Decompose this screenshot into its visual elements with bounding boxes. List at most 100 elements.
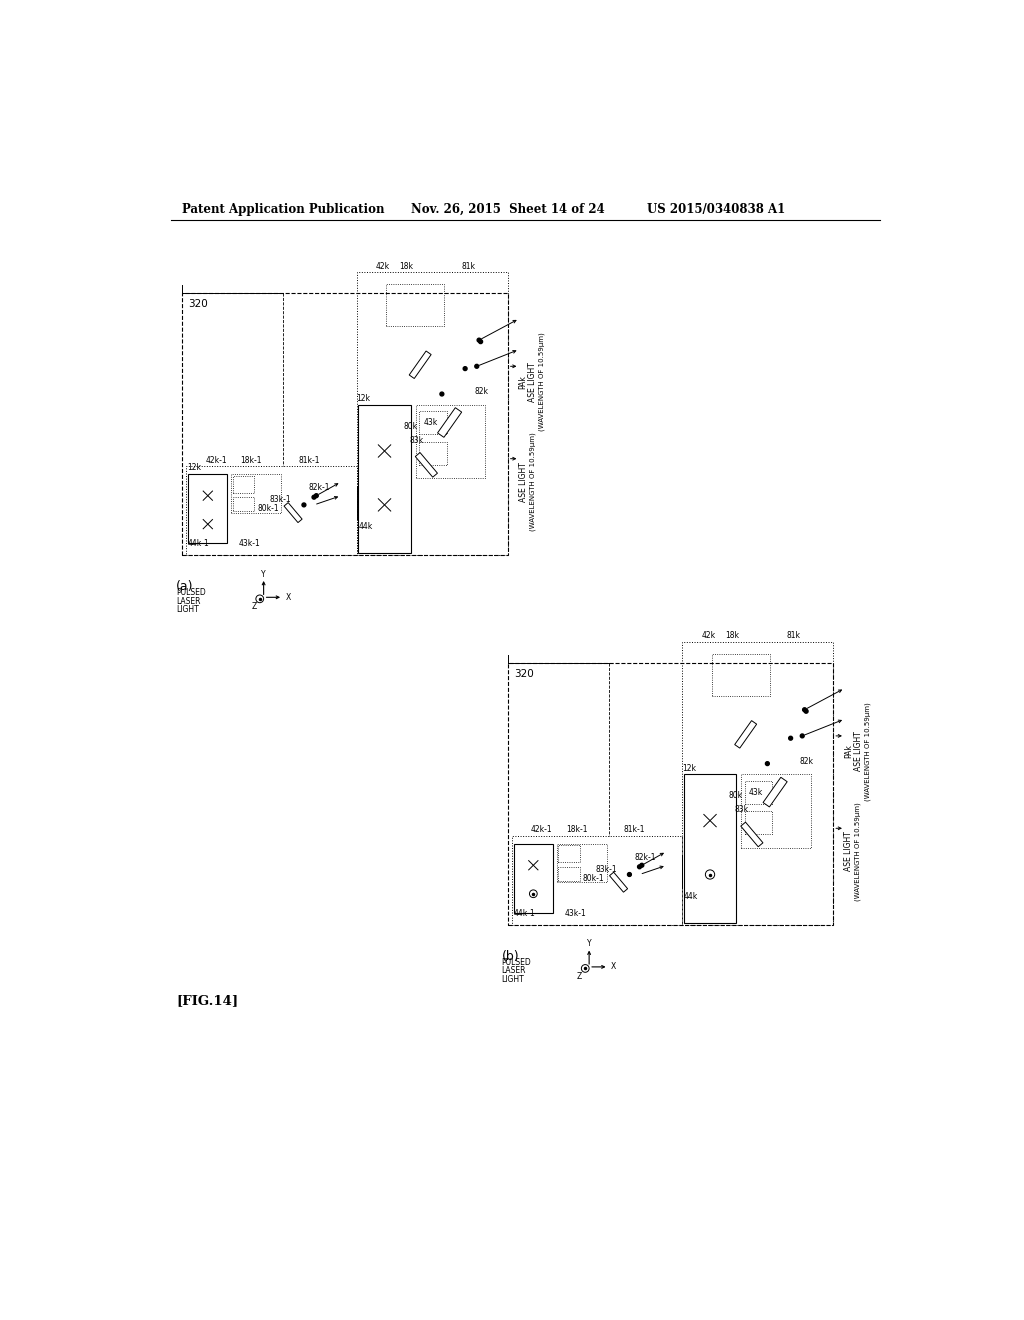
Text: 42k: 42k bbox=[376, 261, 390, 271]
Text: 81k-1: 81k-1 bbox=[624, 825, 645, 834]
Circle shape bbox=[302, 503, 306, 507]
Text: LASER: LASER bbox=[176, 597, 201, 606]
Bar bbox=[416, 453, 437, 477]
Bar bbox=[734, 721, 757, 748]
Bar bbox=[232, 498, 254, 511]
Text: Nov. 26, 2015  Sheet 14 of 24: Nov. 26, 2015 Sheet 14 of 24 bbox=[411, 203, 604, 216]
Text: 18k: 18k bbox=[399, 261, 414, 271]
Text: 80k-1: 80k-1 bbox=[583, 874, 604, 883]
Text: 44k-1: 44k-1 bbox=[513, 908, 535, 917]
Text: PAk: PAk bbox=[844, 744, 853, 758]
Circle shape bbox=[628, 873, 632, 876]
Text: Y: Y bbox=[261, 570, 266, 578]
Bar bbox=[514, 843, 553, 913]
Circle shape bbox=[803, 708, 807, 711]
Bar bbox=[416, 405, 485, 478]
Text: (b): (b) bbox=[502, 950, 519, 964]
Text: 83k: 83k bbox=[410, 436, 424, 445]
Text: 83k-1: 83k-1 bbox=[270, 495, 292, 504]
Circle shape bbox=[475, 364, 478, 368]
Bar bbox=[682, 642, 834, 924]
Text: 42k-1: 42k-1 bbox=[206, 455, 227, 465]
Circle shape bbox=[477, 338, 481, 342]
Text: 81k: 81k bbox=[786, 631, 801, 640]
Text: ASE LIGHT: ASE LIGHT bbox=[528, 362, 537, 401]
Bar bbox=[437, 408, 462, 437]
Text: X: X bbox=[611, 962, 616, 972]
Bar bbox=[508, 663, 834, 924]
Text: 43k-1: 43k-1 bbox=[564, 908, 586, 917]
Bar bbox=[284, 503, 302, 523]
Circle shape bbox=[638, 865, 641, 869]
Text: 320: 320 bbox=[188, 298, 208, 309]
Circle shape bbox=[478, 339, 482, 343]
Text: 43k: 43k bbox=[749, 788, 763, 796]
Text: Z: Z bbox=[251, 602, 256, 611]
Bar bbox=[186, 466, 356, 554]
Text: 43k: 43k bbox=[423, 418, 437, 426]
Text: LIGHT: LIGHT bbox=[176, 605, 199, 614]
Circle shape bbox=[804, 709, 808, 713]
Bar bbox=[558, 845, 580, 862]
Text: 81k-1: 81k-1 bbox=[299, 455, 319, 465]
Bar bbox=[358, 405, 411, 553]
Bar bbox=[558, 867, 580, 880]
Text: 44k-1: 44k-1 bbox=[187, 539, 210, 548]
Text: 80k: 80k bbox=[403, 422, 417, 430]
Text: 82k: 82k bbox=[800, 756, 814, 766]
Text: Y: Y bbox=[587, 940, 592, 948]
Text: ASE LIGHT: ASE LIGHT bbox=[844, 832, 853, 871]
Text: LASER: LASER bbox=[502, 966, 526, 975]
Bar bbox=[744, 780, 772, 804]
Text: 12k: 12k bbox=[187, 463, 201, 473]
Text: [FIG.14]: [FIG.14] bbox=[176, 994, 239, 1007]
Text: ASE LIGHT: ASE LIGHT bbox=[854, 731, 862, 771]
Text: 12k: 12k bbox=[356, 395, 371, 403]
Text: ASE LIGHT: ASE LIGHT bbox=[519, 462, 527, 502]
Text: 42k-1: 42k-1 bbox=[531, 825, 553, 834]
Text: X: X bbox=[286, 593, 291, 602]
Bar bbox=[188, 474, 227, 544]
Text: 320: 320 bbox=[514, 668, 534, 678]
Text: 82k: 82k bbox=[474, 387, 488, 396]
Bar bbox=[712, 653, 770, 696]
Text: PULSED: PULSED bbox=[176, 589, 206, 597]
Bar bbox=[609, 873, 628, 892]
Bar bbox=[386, 284, 444, 326]
Bar bbox=[410, 351, 431, 379]
Text: 80k-1: 80k-1 bbox=[257, 504, 280, 513]
Bar bbox=[356, 272, 508, 554]
Circle shape bbox=[765, 762, 769, 766]
Circle shape bbox=[440, 392, 443, 396]
Circle shape bbox=[640, 863, 644, 867]
Text: 18k-1: 18k-1 bbox=[241, 455, 262, 465]
Circle shape bbox=[801, 734, 804, 738]
Text: Z: Z bbox=[577, 972, 582, 981]
Text: Patent Application Publication: Patent Application Publication bbox=[182, 203, 385, 216]
Text: PULSED: PULSED bbox=[502, 958, 531, 966]
Text: US 2015/0340838 A1: US 2015/0340838 A1 bbox=[647, 203, 785, 216]
Text: (WAVELENGTH OF 10.59μm): (WAVELENGTH OF 10.59μm) bbox=[539, 333, 545, 432]
Text: 18k-1: 18k-1 bbox=[566, 825, 588, 834]
Text: 44k: 44k bbox=[684, 891, 698, 900]
Text: 43k-1: 43k-1 bbox=[239, 539, 260, 548]
Bar bbox=[182, 293, 508, 554]
Bar bbox=[420, 411, 446, 434]
Bar bbox=[744, 812, 772, 834]
Circle shape bbox=[788, 737, 793, 741]
Bar bbox=[232, 475, 254, 492]
Circle shape bbox=[314, 494, 318, 498]
Text: 80k: 80k bbox=[729, 792, 742, 800]
Circle shape bbox=[312, 495, 316, 499]
Bar bbox=[557, 843, 607, 882]
Text: LIGHT: LIGHT bbox=[502, 974, 524, 983]
Text: 83k: 83k bbox=[735, 805, 749, 814]
Bar bbox=[741, 775, 811, 847]
Bar bbox=[684, 775, 736, 923]
Text: (WAVELENGTH OF 10.59μm): (WAVELENGTH OF 10.59μm) bbox=[855, 803, 861, 900]
Text: (WAVELENGTH OF 10.59μm): (WAVELENGTH OF 10.59μm) bbox=[864, 702, 870, 801]
Text: 82k-1: 82k-1 bbox=[308, 483, 330, 492]
Text: 44k: 44k bbox=[358, 521, 373, 531]
Circle shape bbox=[463, 367, 467, 371]
Text: 83k-1: 83k-1 bbox=[595, 865, 616, 874]
